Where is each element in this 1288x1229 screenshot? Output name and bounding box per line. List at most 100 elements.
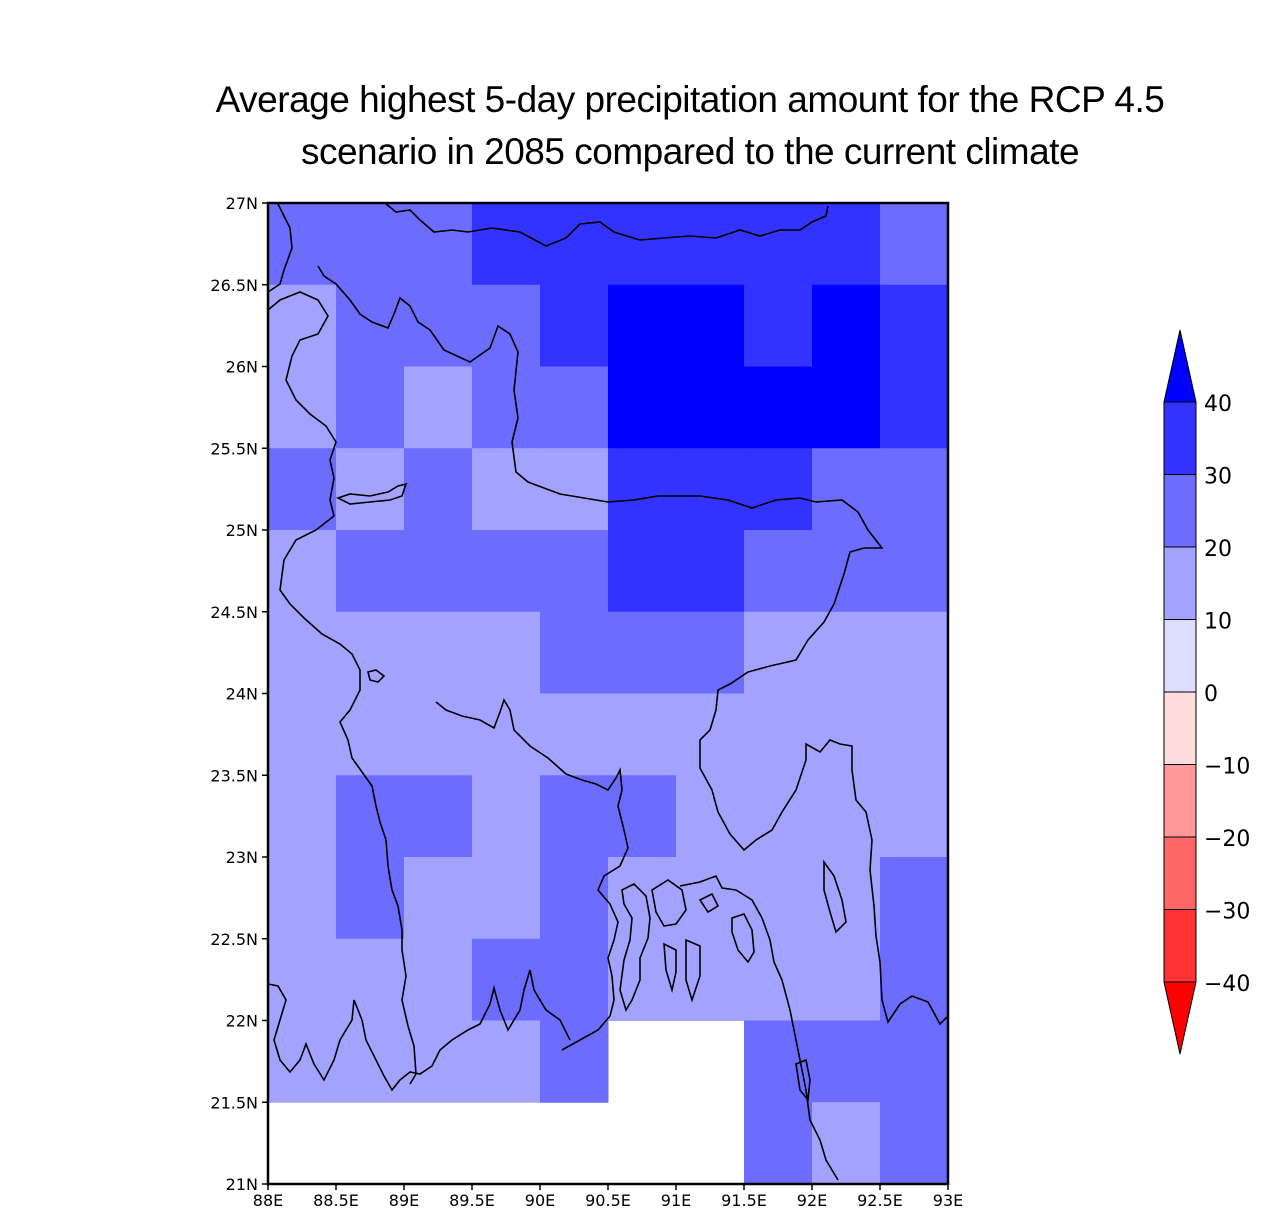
grid-cell (268, 530, 337, 613)
grid-cell (268, 611, 337, 694)
y-tick-label: 24.5N (210, 603, 258, 622)
grid-cell (812, 693, 881, 776)
grid-cell (744, 1102, 813, 1185)
coastline-island-4 (685, 938, 701, 1003)
grid-cell (880, 530, 949, 613)
grid-cell (676, 857, 745, 940)
colorbar-frame (1163, 401, 1197, 983)
grid-cell (404, 611, 473, 694)
coastline-island-3 (663, 942, 677, 994)
grid-cell (880, 938, 949, 1021)
colorbar-label: −40 (1204, 972, 1250, 997)
grid-cell (880, 1020, 949, 1103)
grid-cell (404, 284, 473, 367)
grid-cell (336, 938, 405, 1021)
grid-cell (404, 693, 473, 776)
grid-cell (336, 693, 405, 776)
grid-cell (472, 203, 541, 286)
grid-cell (336, 775, 405, 858)
grid-cell (676, 448, 745, 531)
grid-cell (540, 1020, 609, 1103)
grid-cell (472, 693, 541, 776)
x-tick-label: 88.5E (313, 1191, 359, 1210)
grid-cell (268, 1020, 337, 1103)
grid-cell (540, 775, 609, 858)
y-tick-label: 26.5N (210, 276, 258, 295)
x-tick-label: 92.5E (857, 1191, 903, 1210)
grid-cell (472, 775, 541, 858)
x-tick-label: 88E (253, 1191, 283, 1210)
grid-cell (472, 366, 541, 449)
grid-cell (744, 693, 813, 776)
grid-cell (608, 693, 677, 776)
colorbar-label: 10 (1204, 610, 1232, 635)
colorbar-label: −30 (1204, 900, 1250, 925)
grid-cell (676, 203, 745, 286)
y-axis-ticks: 21N 21.5N 22N 22.5N 23N 23.5N 24N 24.5N 25N 25.5N… (210, 194, 268, 1194)
grid-cell (336, 203, 405, 286)
grid-cell (812, 448, 881, 531)
grid-cell (540, 938, 609, 1021)
grid-cell (472, 448, 541, 531)
colorbar-segment (1164, 402, 1196, 475)
grid-cell (404, 366, 473, 449)
y-tick-label: 22N (226, 1012, 258, 1031)
grid-cell (812, 366, 881, 449)
grid-cell (404, 857, 473, 940)
colorbar-label: 30 (1204, 465, 1232, 490)
grid-cell (336, 366, 405, 449)
grid-cell (540, 530, 609, 613)
grid-cell (336, 284, 405, 367)
grid-cell (472, 611, 541, 694)
coastline-south-inlets (267, 969, 571, 1092)
grid-cell (880, 284, 949, 367)
grid-cell (540, 611, 609, 694)
coastline-island-1 (619, 883, 651, 1012)
x-tick-label: 91E (661, 1191, 691, 1210)
grid-cell (336, 448, 405, 531)
colorbar-segment (1164, 547, 1196, 620)
grid-cell (812, 1020, 881, 1103)
colorbar-segment (1164, 909, 1196, 982)
grid-cell (812, 530, 881, 613)
grid-cell (404, 448, 473, 531)
grid-cell (880, 366, 949, 449)
x-tick-label: 89E (389, 1191, 419, 1210)
grid-cell (676, 366, 745, 449)
grid-cell (608, 366, 677, 449)
grid-cell (336, 1020, 405, 1103)
y-tick-label: 23.5N (210, 766, 258, 785)
grid-cell (268, 938, 337, 1021)
grid-cell (744, 938, 813, 1021)
grid-cell (812, 203, 881, 286)
grid-cell (268, 693, 337, 776)
grid-cell (472, 1020, 541, 1103)
grid-cell (472, 857, 541, 940)
colorbar-extend-min (1163, 981, 1197, 1055)
colorbar-label: −20 (1204, 827, 1250, 852)
grid-cell (812, 938, 881, 1021)
grid-cell (472, 938, 541, 1021)
y-tick-label: 27N (226, 194, 258, 213)
grid-cell (608, 284, 677, 367)
grid-cell (812, 284, 881, 367)
grid-cell (880, 203, 949, 286)
grid-cell (880, 857, 949, 940)
x-tick-label: 89.5E (449, 1191, 495, 1210)
grid-cell (744, 530, 813, 613)
grid-cell (472, 530, 541, 613)
grid-cells (268, 203, 949, 1185)
grid-cell (608, 611, 677, 694)
x-tick-label: 90E (525, 1191, 555, 1210)
grid-cell (608, 530, 677, 613)
y-tick-label: 23N (226, 848, 258, 867)
colorbar-label: 40 (1204, 392, 1232, 417)
colorbar-segment (1164, 692, 1196, 765)
x-tick-label: 93E (933, 1191, 963, 1210)
coastline-border-west (267, 203, 417, 1085)
coastline-island-6 (698, 892, 720, 914)
grid-cell (676, 530, 745, 613)
grid-cell (540, 284, 609, 367)
x-tick-label: 91.5E (721, 1191, 767, 1210)
